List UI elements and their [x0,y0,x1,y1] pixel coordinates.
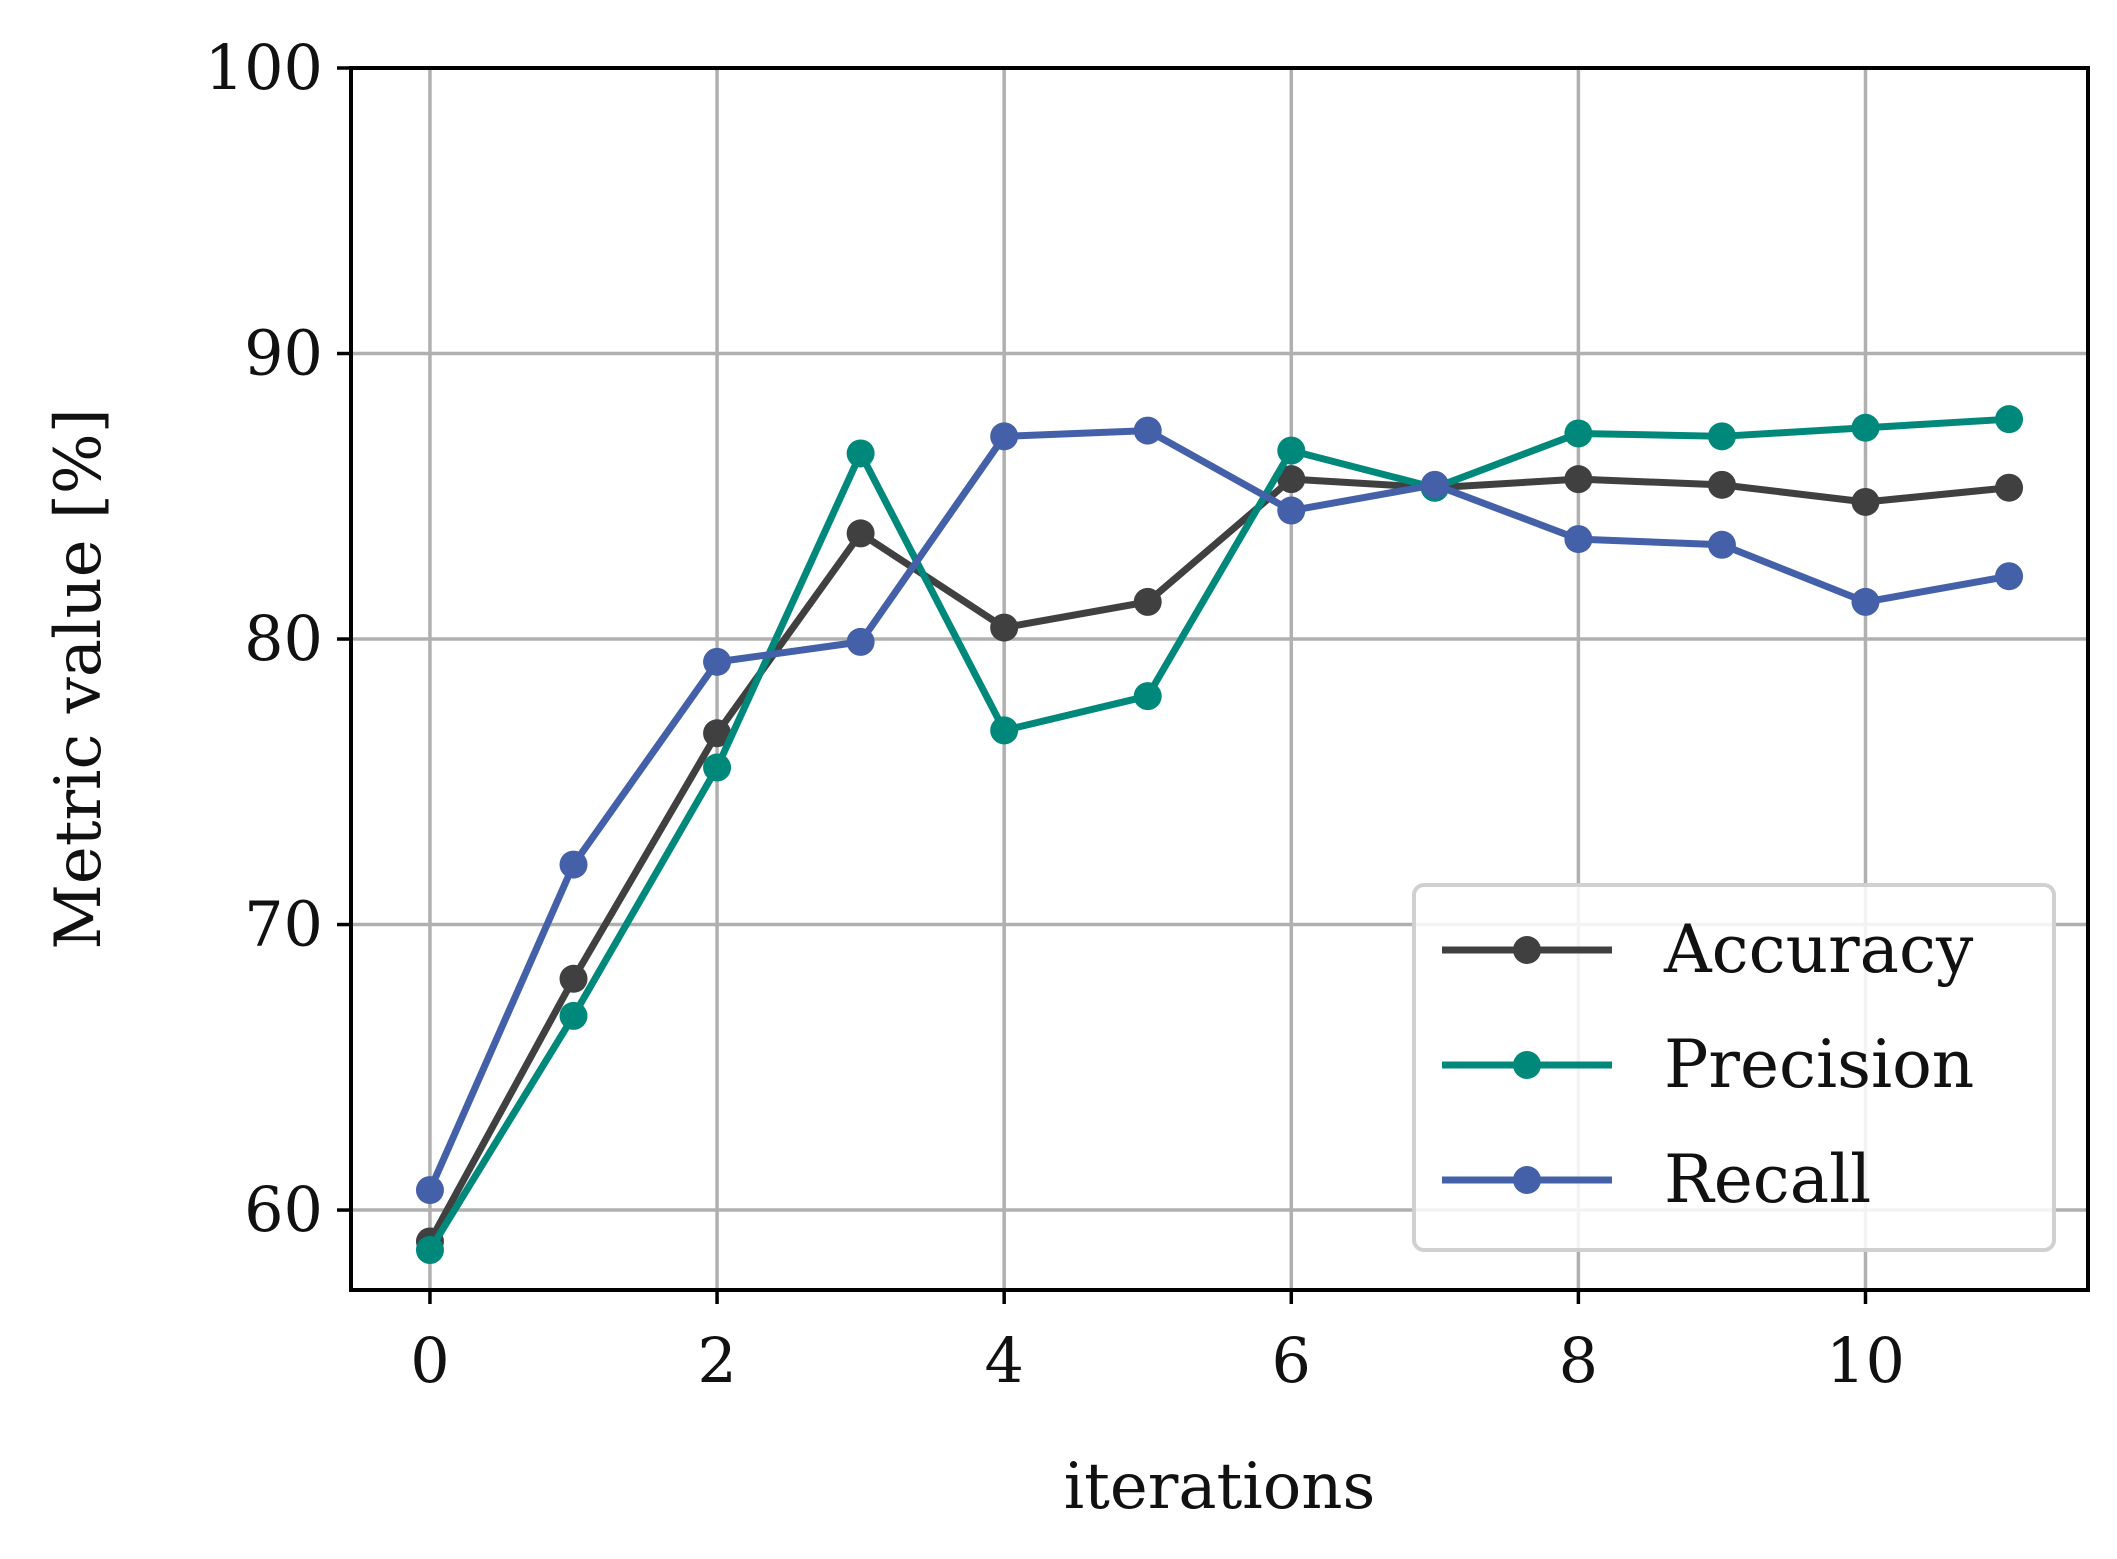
legend-marker-recall [1513,1166,1541,1194]
series-layer [415,405,2024,1265]
accuracy-point [703,719,732,748]
precision-point [1277,436,1306,465]
recall-point [703,647,732,676]
precision-point [846,439,875,468]
legend-marker-precision [1513,1051,1541,1079]
y-axis: 60 70 80 90 100 [205,31,351,1246]
x-tick-label: 6 [1272,1324,1311,1397]
recall-point [1277,496,1306,525]
recall-point [1707,530,1736,559]
recall-point [1564,525,1593,554]
recall-point [1420,470,1449,499]
precision-line [426,415,2013,1254]
plot-frame [349,66,2090,1292]
legend-label-precision: Precision [1664,1026,1974,1103]
y-tick-label: 90 [244,317,323,390]
precision-point [703,753,732,782]
accuracy-point [1277,465,1306,494]
accuracy-line [426,475,2013,1245]
x-tick-label: 10 [1826,1324,1905,1397]
x-tick-label: 8 [1559,1324,1598,1397]
y-tick-label: 100 [205,31,323,104]
x-tick-label: 0 [410,1324,449,1397]
y-axis-title: Metric value [%] [42,408,116,949]
accuracy-point [559,964,588,993]
accuracy-point [1564,465,1593,494]
accuracy-point [990,613,1019,642]
legend-box [1412,883,2056,1252]
accuracy-point [1995,473,2024,502]
precision-point [1851,413,1880,442]
legend-label-recall: Recall [1664,1141,1871,1218]
recall-point [846,627,875,656]
precision-point [559,1001,588,1030]
x-axis-title: iterations [1064,1450,1376,1524]
legend-item-precision: Precision [1442,1026,1974,1103]
precision-point [1707,422,1736,451]
recall-point [1995,562,2024,591]
recall-point [990,422,1019,451]
accuracy-point [1133,587,1162,616]
recall-point [1133,416,1162,445]
precision-point [1564,419,1593,448]
recall-line [426,427,2013,1194]
recall-point [415,1176,444,1205]
series-recall [415,416,2024,1205]
x-tick-label: 4 [984,1324,1023,1397]
precision-point [1133,682,1162,711]
legend-item-recall: Recall [1442,1141,1871,1218]
y-tick-label: 70 [244,888,323,961]
precision-point [1995,405,2024,434]
precision-point [990,716,1019,745]
x-tick-label: 2 [697,1324,736,1397]
legend: Accuracy Precision Recall [1412,883,2056,1252]
legend-item-accuracy: Accuracy [1442,911,1974,988]
accuracy-point [846,519,875,548]
precision-point [415,1236,444,1265]
x-axis: 0 2 4 6 8 10 [410,1290,1905,1397]
recall-point [559,850,588,879]
legend-label-accuracy: Accuracy [1663,911,1974,988]
accuracy-point [1851,487,1880,516]
y-tick-label: 60 [244,1173,323,1246]
legend-marker-accuracy [1513,936,1541,964]
y-tick-label: 80 [244,602,323,675]
recall-point [1851,587,1880,616]
accuracy-point [1707,470,1736,499]
